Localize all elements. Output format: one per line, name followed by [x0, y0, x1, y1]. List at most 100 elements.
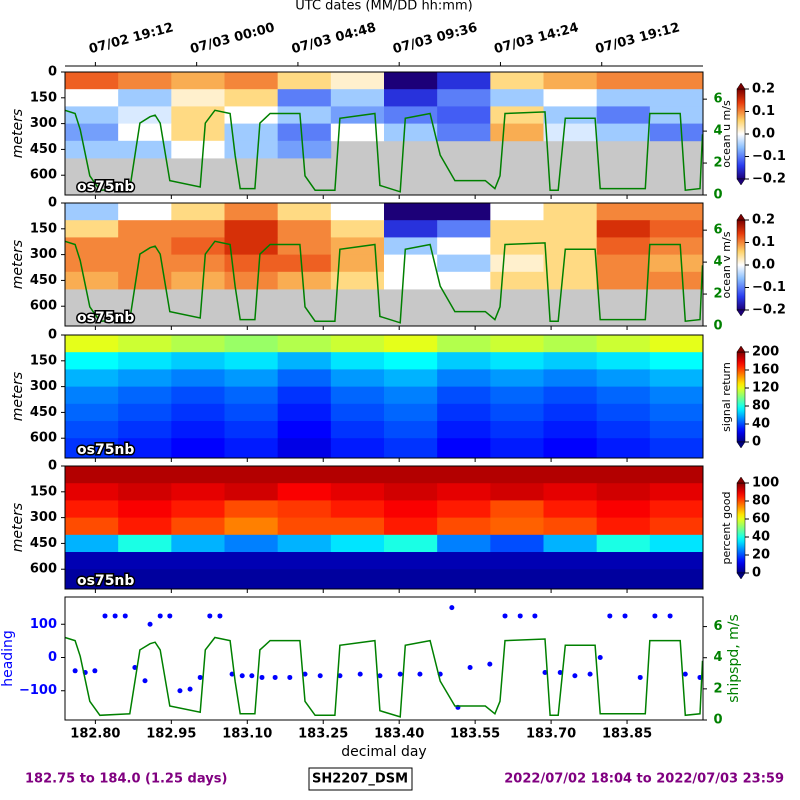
cruise-box [308, 767, 413, 791]
heatmap-cell [596, 403, 651, 422]
heatmap-cell [490, 386, 544, 405]
colorbar-tick-label: 0.0 [752, 127, 775, 142]
plot-frame [64, 202, 704, 327]
y-tick-label: 300 [30, 379, 57, 394]
heatmap-cell [490, 271, 544, 290]
heatmap-cell [384, 237, 438, 256]
y-tick-label: 300 [30, 116, 57, 131]
heading-point [72, 668, 78, 674]
heatmap-cell [490, 500, 544, 519]
y-tick-label: 450 [30, 273, 57, 288]
heatmap-cell [224, 352, 279, 370]
heatmap-cell [224, 386, 279, 405]
heatmap-cell [437, 483, 491, 501]
x-tick-label: 183.70 [526, 727, 576, 742]
heatmap-cell [277, 534, 332, 553]
colorbar-extend [736, 441, 746, 449]
heatmap-cell [384, 403, 438, 422]
heatmap-cell [437, 271, 491, 290]
heatmap-cell [649, 403, 704, 422]
heatmap-cell [384, 438, 438, 459]
heatmap-cell [596, 352, 651, 370]
heatmap-cell [437, 220, 491, 238]
heading-point [397, 671, 403, 677]
heading-point [667, 613, 673, 619]
plot-frame [64, 71, 704, 196]
heading-point [572, 673, 578, 679]
heatmap-cell [171, 517, 225, 536]
heatmap-cell [277, 438, 332, 459]
heatmap-cell [490, 203, 544, 221]
heatmap-cell [65, 534, 119, 553]
colorbar-tick-label: 40 [752, 417, 770, 432]
heatmap-cell [65, 254, 119, 273]
y2-tick-label: 2 [713, 156, 722, 171]
heatmap-cell [171, 421, 225, 439]
y-tick-label: 0 [48, 328, 57, 343]
heatmap-cell [277, 72, 332, 90]
heading-point [449, 605, 455, 611]
heatmap-cell [437, 421, 491, 439]
colorbar [736, 88, 746, 180]
heatmap-cell [118, 438, 172, 459]
colorbar-extend [736, 309, 746, 317]
heatmap-cell [596, 552, 651, 570]
y-axis-label: meters [10, 503, 26, 552]
colorbar-tick-label: −0.2 [752, 172, 786, 187]
heatmap-cell [65, 552, 119, 570]
heatmap-cell [543, 89, 598, 107]
heading-point [542, 669, 548, 675]
y-tick-label: 450 [30, 142, 57, 157]
y2-tick-label: 2 [713, 287, 722, 302]
colorbar-extend [736, 572, 746, 580]
heatmap-cell [224, 271, 279, 290]
colorbar-extend [736, 178, 746, 186]
heatmap-cell [543, 534, 598, 553]
heatmap-cell [543, 220, 598, 238]
colorbar-tick-label: 0.2 [752, 213, 775, 228]
panel-label: os75nb [77, 179, 134, 195]
heatmap-cell [224, 369, 279, 388]
x-tick-label: 183.85 [602, 727, 652, 742]
heatmap-cell [437, 72, 491, 90]
heatmap-cell [649, 369, 704, 388]
y2-tick-label: 4 [713, 650, 722, 665]
heatmap-cell [543, 438, 598, 459]
heatmap-cell [118, 386, 172, 405]
colorbar-extend [736, 82, 746, 90]
heatmap-cell [596, 483, 651, 501]
heatmap-cell [490, 123, 544, 142]
heatmap-cell [437, 552, 491, 570]
heading-point [92, 668, 98, 674]
heatmap-cell [171, 335, 225, 353]
heatmap-cell [65, 220, 119, 238]
heading-point [302, 671, 308, 677]
x2-tick-label: 07/03 00:00 [189, 20, 277, 57]
colorbar-tick-label: 0 [752, 435, 761, 450]
x-tick-label: 183.25 [298, 727, 348, 742]
colorbar-label: signal return [720, 362, 733, 432]
heatmap-cell [543, 421, 598, 439]
colorbar-tick-label: 40 [752, 530, 770, 545]
heatmap-cell [543, 352, 598, 370]
heatmap-cell [490, 237, 544, 256]
heatmap-cell [490, 421, 544, 439]
heatmap-cell [649, 534, 704, 553]
colorbar-tick-label: 0 [752, 566, 761, 581]
colorbar-tick-label: 0.1 [752, 235, 775, 250]
colorbar-tick-label: 100 [752, 476, 779, 491]
heatmap-cell [596, 569, 651, 590]
heatmap-cell [171, 237, 225, 256]
heatmap-cell [596, 335, 651, 353]
heatmap-cell [277, 106, 332, 125]
heatmap-cell [649, 72, 704, 90]
heatmap-cell [596, 220, 651, 238]
y-tick-label: 300 [30, 247, 57, 262]
panel-label: os75nb [77, 442, 134, 458]
heatmap-cell [384, 534, 438, 553]
heading-point [249, 673, 255, 679]
colorbar-label: percent good [720, 491, 733, 564]
colorbar-tick-label: 80 [752, 399, 770, 414]
heatmap-cell [330, 403, 385, 422]
heatmap-cell [330, 203, 385, 221]
